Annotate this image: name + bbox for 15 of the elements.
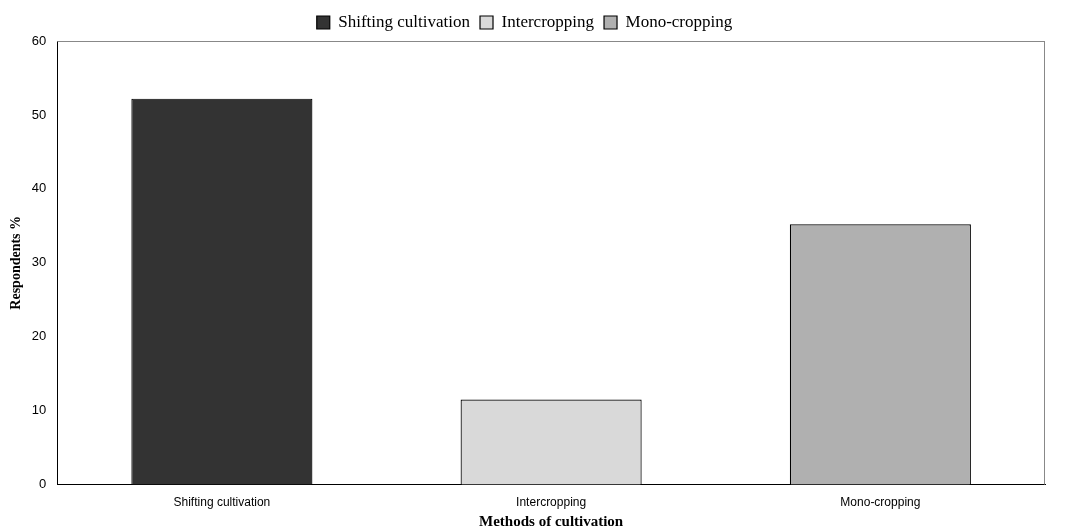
y-tick-label: 30 (31, 254, 47, 270)
y-axis-title: Respondents % (8, 215, 24, 310)
x-axis-title: Methods of cultivation (479, 512, 624, 529)
x-tick-label: Mono-cropping (840, 495, 921, 510)
y-tick-label: 50 (31, 106, 47, 122)
legend-label: Mono-cropping (625, 11, 733, 31)
y-tick-label: 10 (31, 402, 47, 418)
x-tick-label: Shifting cultivation (173, 495, 271, 510)
legend-label: Intercropping (501, 11, 595, 31)
y-tick-label: 40 (31, 180, 47, 196)
x-tick-label: Intercropping (516, 495, 587, 510)
y-tick-label: 0 (39, 476, 47, 492)
legend-label: Shifting cultivation (338, 11, 471, 31)
y-tick-label: 20 (31, 328, 47, 344)
y-tick-label: 60 (31, 32, 47, 48)
